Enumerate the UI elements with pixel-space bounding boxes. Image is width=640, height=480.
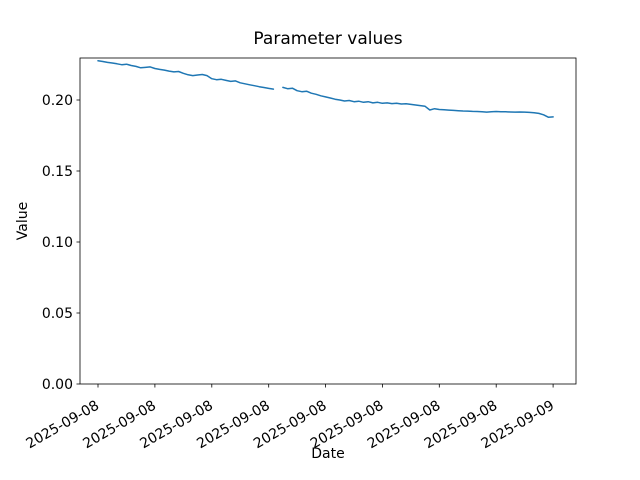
chart-title: Parameter values [253,29,403,49]
y-tick-label: 0.20 [42,93,73,109]
plot-border [79,57,577,385]
y-tick-label: 0.00 [42,377,73,393]
y-tick-label: 0.10 [42,235,73,251]
series-line [97,60,554,118]
y-tick-label: 0.15 [42,164,73,180]
y-tick-label: 0.05 [42,306,73,322]
x-axis-label: Date [311,446,345,462]
